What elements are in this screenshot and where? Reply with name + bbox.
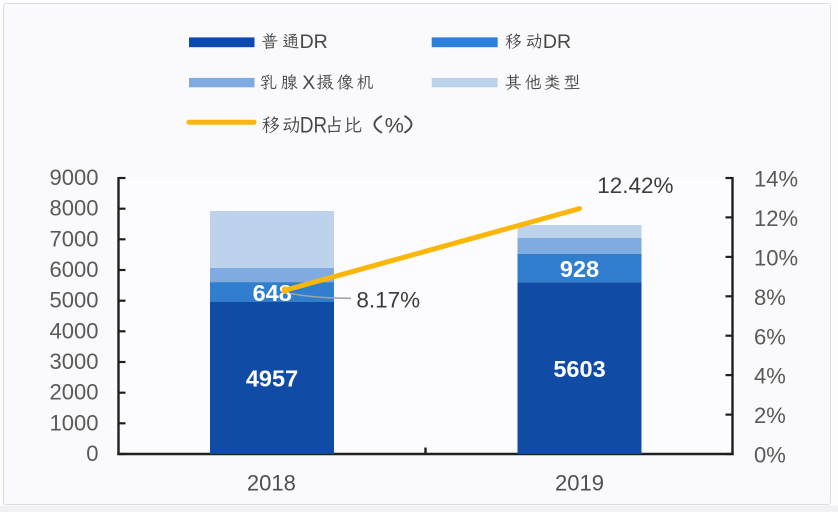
svg-text:8000: 8000 <box>50 196 99 221</box>
svg-text:3000: 3000 <box>50 349 99 374</box>
svg-text:2%: 2% <box>754 403 786 428</box>
svg-text:928: 928 <box>560 256 599 282</box>
svg-text:DR: DR <box>543 31 571 53</box>
svg-text:12%: 12% <box>754 206 798 231</box>
svg-text:6%: 6% <box>754 324 786 349</box>
svg-text:7000: 7000 <box>50 226 99 251</box>
svg-text:14%: 14% <box>754 167 798 192</box>
svg-text:4957: 4957 <box>246 365 298 391</box>
svg-text:2000: 2000 <box>50 380 99 405</box>
svg-text:5603: 5603 <box>553 356 605 382</box>
svg-text:10%: 10% <box>754 246 798 271</box>
svg-text:0%: 0% <box>754 443 786 468</box>
svg-text:2019: 2019 <box>555 470 604 495</box>
svg-text:%: % <box>385 114 404 138</box>
svg-text:DR: DR <box>300 31 328 53</box>
svg-text:6000: 6000 <box>50 257 99 282</box>
svg-text:12.42%: 12.42% <box>597 173 673 198</box>
svg-text:5000: 5000 <box>50 288 99 313</box>
svg-text:2018: 2018 <box>247 470 296 495</box>
svg-text:4%: 4% <box>754 364 786 389</box>
svg-text:8.17%: 8.17% <box>356 287 420 312</box>
svg-text:X: X <box>302 72 315 94</box>
svg-text:0: 0 <box>86 441 98 466</box>
svg-text:DR: DR <box>300 113 327 138</box>
svg-text:9000: 9000 <box>50 165 99 190</box>
svg-text:1000: 1000 <box>50 410 99 435</box>
svg-text:8%: 8% <box>754 285 786 310</box>
svg-text:4000: 4000 <box>50 318 99 343</box>
